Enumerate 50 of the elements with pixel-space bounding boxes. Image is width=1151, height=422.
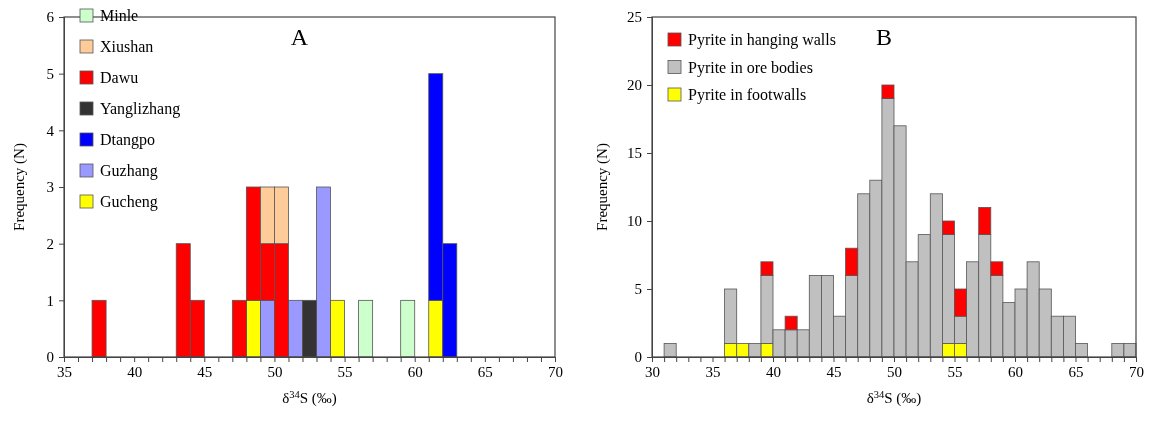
x-tick-label: 55 (947, 363, 963, 380)
x-tick-label: 65 (1068, 363, 1084, 380)
y-tick-label: 15 (627, 145, 642, 162)
x-tick-label: 70 (548, 363, 563, 380)
y-axis-title: Frequency (N) (11, 143, 28, 231)
bar (358, 299, 374, 358)
x-axis-title: δ$^{34}$S (‰) (866, 388, 922, 407)
y-tick-label: 3 (46, 179, 54, 196)
y-tick-label: 4 (46, 122, 55, 139)
chart-title: A (290, 24, 309, 50)
legend-label: Gucheng (100, 193, 158, 211)
bar (91, 299, 107, 358)
legend-label: Guzhang (100, 162, 158, 180)
x-tick-label: 45 (197, 363, 213, 380)
x-tick-label: 60 (1008, 363, 1023, 380)
x-tick-label: 60 (407, 363, 423, 380)
legend-label: Yanglizhang (100, 100, 181, 118)
x-tick-label: 45 (826, 363, 842, 380)
x-tick-label: 50 (267, 363, 283, 380)
y-tick-label: 10 (627, 213, 642, 230)
y-tick-label: 0 (634, 349, 642, 366)
x-axis-title: δ$^{34}$S (‰) (282, 388, 337, 407)
bar (400, 299, 416, 358)
legend-label: Pyrite in ore bodies (688, 58, 813, 77)
y-tick-label: 0 (46, 349, 54, 366)
bar (663, 343, 677, 358)
chart-title: B (875, 24, 893, 50)
y-axis-title: Frequency (N) (594, 143, 611, 231)
x-tick-label: 40 (127, 363, 143, 380)
x-tick-label: 55 (337, 363, 353, 380)
x-tick-label: 35 (705, 363, 721, 380)
legend-label: Pyrite in hanging walls (688, 31, 836, 49)
y-tick-label: 5 (46, 65, 54, 82)
x-tick-label: 30 (645, 363, 660, 380)
legend-label: Xiushan (100, 38, 154, 55)
y-tick-label: 20 (627, 77, 642, 94)
x-tick-label: 35 (57, 363, 72, 380)
y-tick-label: 2 (46, 235, 54, 252)
legend-label: Dtangpo (100, 131, 156, 149)
x-tick-label: 50 (887, 363, 902, 380)
x-tick-label: 65 (477, 363, 493, 380)
x-tick-label: 70 (1129, 363, 1144, 380)
y-tick-label: 5 (634, 281, 642, 298)
x-tick-label: 40 (766, 363, 781, 380)
legend-label: Dawu (100, 69, 139, 86)
legend-label: Minle (100, 7, 139, 24)
y-tick-label: 6 (46, 9, 55, 26)
legend-label: Pyrite in footwalls (688, 86, 807, 104)
y-tick-label: 25 (627, 9, 642, 26)
y-tick-label: 1 (46, 292, 54, 309)
